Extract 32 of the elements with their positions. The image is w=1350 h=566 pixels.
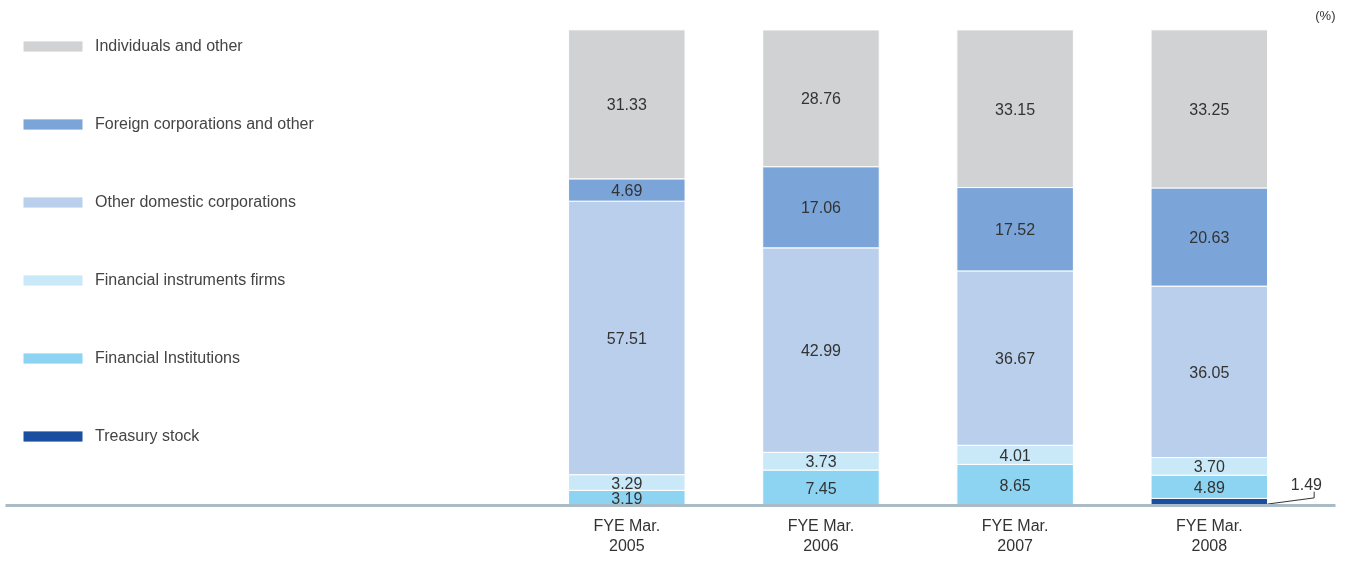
data-label: 36.67 [995,350,1036,368]
data-label: 3.29 [611,474,643,492]
x-tick-label: FYE Mar. 2006 [787,516,855,554]
x-tick-label: FYE Mar. 2007 [981,516,1049,554]
x-tick-label: FYE Mar. 2005 [593,516,661,554]
data-label: 31.33 [606,96,647,114]
data-label: 3.19 [611,489,643,507]
y-axis-title: (%) [1315,7,1336,23]
data-label: 3.73 [805,453,837,471]
data-label: 36.05 [1189,363,1230,381]
x-tick-label: FYE Mar. 2008 [1175,516,1243,554]
data-label: 20.63 [1189,229,1230,247]
data-label: 7.45 [805,479,837,497]
data-label: 4.69 [611,182,643,199]
data-label: 33.15 [995,100,1036,118]
data-label: 17.06 [800,199,842,217]
data-label: 8.65 [999,476,1031,494]
data-label: 3.70 [1193,458,1225,476]
data-label: 1.49 [1290,476,1323,494]
legend-label: Individuals and other [95,37,243,55]
data-label: 57.51 [606,329,647,347]
data-label: 28.76 [800,90,842,108]
legend-label: Financial Institutions [95,349,240,367]
data-label: 17.52 [995,221,1036,239]
data-label: 4.89 [1193,478,1225,496]
legend-label: Foreign corporations and other [95,115,314,133]
legend-label: Financial instruments firms [95,271,286,289]
legend-label: Treasury stock [95,427,200,445]
data-label: 42.99 [800,342,842,360]
data-label: 33.25 [1189,100,1230,118]
data-label: 4.01 [999,446,1031,464]
legend-label: Other domestic corporations [95,193,296,211]
